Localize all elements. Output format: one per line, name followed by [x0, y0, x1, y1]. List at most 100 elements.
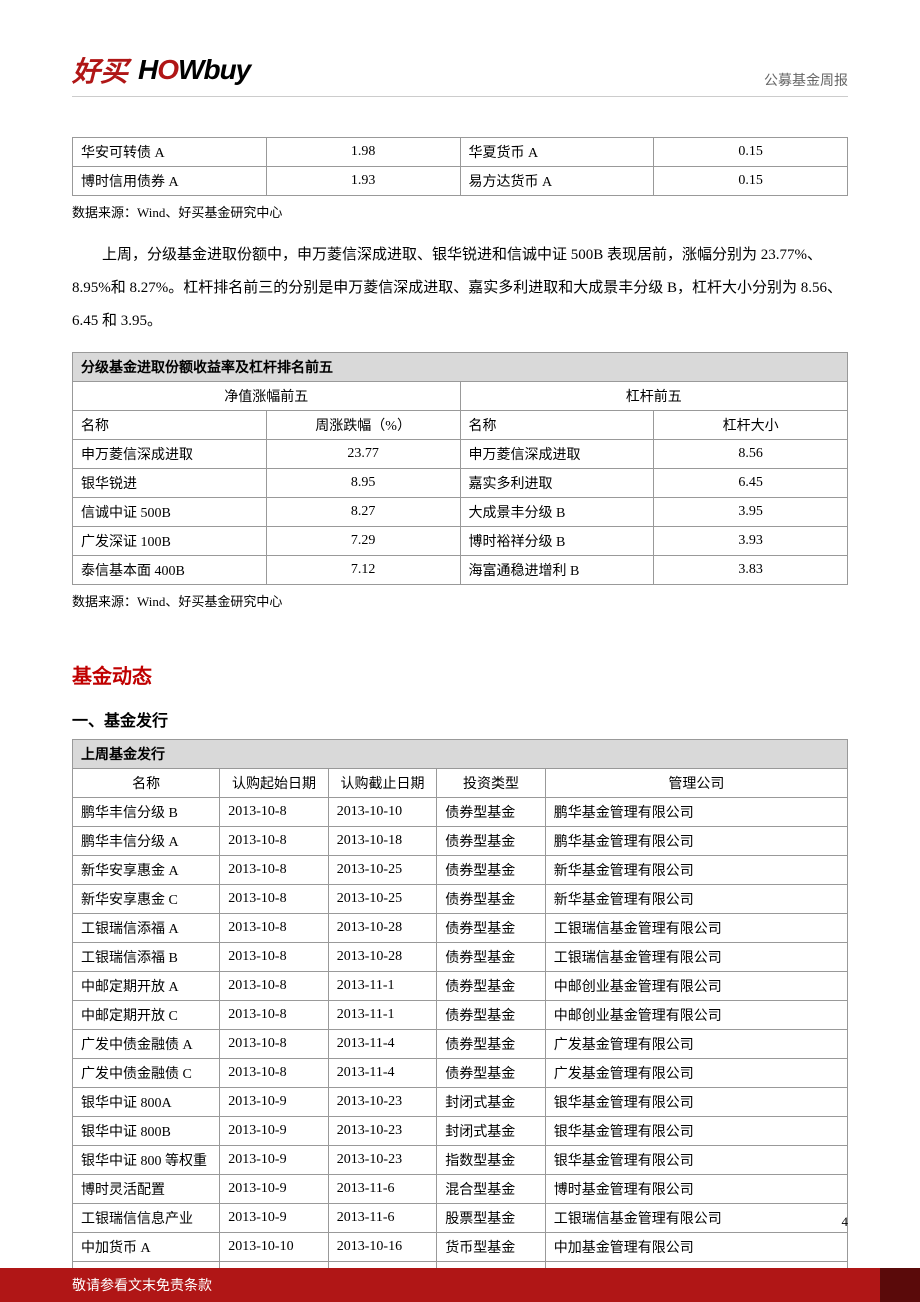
cell: 2013-10-23 [328, 1146, 437, 1175]
cell: 2013-10-25 [328, 856, 437, 885]
cell: 2013-10-28 [328, 943, 437, 972]
cell: 债券型基金 [437, 798, 546, 827]
cell: 2013-11-6 [328, 1204, 437, 1233]
table-row: 银华锐进 8.95 嘉实多利进取 6.45 [73, 469, 848, 498]
cell: 工银瑞信添福 A [73, 914, 220, 943]
issue-table: 上周基金发行 名称 认购起始日期 认购截止日期 投资类型 管理公司 鹏华丰信分级… [72, 739, 848, 1291]
cell: 2013-10-8 [220, 827, 329, 856]
cell: 2013-11-6 [328, 1175, 437, 1204]
table-row: 中邮定期开放 C 2013-10-8 2013-11-1 债券型基金 中邮创业基… [73, 1001, 848, 1030]
cell: 债券型基金 [437, 1030, 546, 1059]
table-row: 信诚中证 500B 8.27 大成景丰分级 B 3.95 [73, 498, 848, 527]
cell: 中邮创业基金管理有限公司 [545, 972, 847, 1001]
rank-group-left: 净值涨幅前五 [73, 382, 461, 411]
cell: 2013-11-4 [328, 1030, 437, 1059]
footer: 敬请参看文末免责条款 [0, 1268, 920, 1302]
cell: 1.93 [266, 167, 460, 196]
cell: 广发基金管理有限公司 [545, 1059, 847, 1088]
cell: 2013-10-8 [220, 856, 329, 885]
cell: 债券型基金 [437, 885, 546, 914]
cell: 工银瑞信信息产业 [73, 1204, 220, 1233]
issue-head-3: 认购截止日期 [328, 769, 437, 798]
rank-table: 分级基金进取份额收益率及杠杆排名前五 净值涨幅前五 杠杆前五 名称 周涨跌幅（%… [72, 352, 848, 585]
rank-table-title: 分级基金进取份额收益率及杠杆排名前五 [73, 353, 848, 382]
cell: 2013-10-8 [220, 885, 329, 914]
cell: 3.95 [654, 498, 848, 527]
cell: 2013-11-4 [328, 1059, 437, 1088]
cell: 新华安享惠金 A [73, 856, 220, 885]
cell: 债券型基金 [437, 914, 546, 943]
header-subtitle: 公募基金周报 [764, 70, 848, 90]
cell: 2013-10-10 [220, 1233, 329, 1262]
table-row: 中邮定期开放 A 2013-10-8 2013-11-1 债券型基金 中邮创业基… [73, 972, 848, 1001]
cell: 3.83 [654, 556, 848, 585]
cell: 银华基金管理有限公司 [545, 1088, 847, 1117]
cell: 中邮创业基金管理有限公司 [545, 1001, 847, 1030]
cell: 债券型基金 [437, 1001, 546, 1030]
table-row: 工银瑞信信息产业 2013-10-9 2013-11-6 股票型基金 工银瑞信基… [73, 1204, 848, 1233]
footer-accent [880, 1268, 920, 1302]
cell: 工银瑞信基金管理有限公司 [545, 1204, 847, 1233]
cell: 2013-10-16 [328, 1233, 437, 1262]
cell: 海富通稳进增利 B [460, 556, 654, 585]
data-source-1: 数据来源：Wind、好买基金研究中心 [72, 202, 848, 221]
cell: 鹏华丰信分级 A [73, 827, 220, 856]
cell: 2013-11-1 [328, 1001, 437, 1030]
cell: 银华中证 800A [73, 1088, 220, 1117]
cell: 博时裕祥分级 B [460, 527, 654, 556]
table-row: 广发深证 100B 7.29 博时裕祥分级 B 3.93 [73, 527, 848, 556]
cell: 债券型基金 [437, 943, 546, 972]
cell: 中加基金管理有限公司 [545, 1233, 847, 1262]
rank-head-4: 杠杆大小 [654, 411, 848, 440]
cell: 债券型基金 [437, 856, 546, 885]
cell: 3.93 [654, 527, 848, 556]
cell: 2013-10-8 [220, 1030, 329, 1059]
cell: 债券型基金 [437, 972, 546, 1001]
issue-head-1: 名称 [73, 769, 220, 798]
cell: 8.27 [266, 498, 460, 527]
cell: 1.98 [266, 138, 460, 167]
cell: 博时基金管理有限公司 [545, 1175, 847, 1204]
table-row: 新华安享惠金 C 2013-10-8 2013-10-25 债券型基金 新华基金… [73, 885, 848, 914]
data-source-2: 数据来源：Wind、好买基金研究中心 [72, 591, 848, 610]
cell: 工银瑞信添福 B [73, 943, 220, 972]
sub-title: 一、基金发行 [72, 707, 848, 731]
rank-group-right: 杠杆前五 [460, 382, 848, 411]
section-title: 基金动态 [72, 660, 848, 689]
cell: 8.56 [654, 440, 848, 469]
cell: 新华基金管理有限公司 [545, 885, 847, 914]
footer-text: 敬请参看文末免责条款 [0, 1268, 880, 1302]
cell: 2013-10-23 [328, 1117, 437, 1146]
cell: 鹏华丰信分级 B [73, 798, 220, 827]
issue-head-2: 认购起始日期 [220, 769, 329, 798]
table-row: 银华中证 800B 2013-10-9 2013-10-23 封闭式基金 银华基… [73, 1117, 848, 1146]
cell: 6.45 [654, 469, 848, 498]
cell: 信诚中证 500B [73, 498, 267, 527]
table-row: 申万菱信深成进取 23.77 申万菱信深成进取 8.56 [73, 440, 848, 469]
cell: 封闭式基金 [437, 1117, 546, 1146]
cell: 泰信基本面 400B [73, 556, 267, 585]
cell: 2013-10-28 [328, 914, 437, 943]
cell: 股票型基金 [437, 1204, 546, 1233]
cell: 广发中债金融债 C [73, 1059, 220, 1088]
cell: 工银瑞信基金管理有限公司 [545, 943, 847, 972]
cell: 7.12 [266, 556, 460, 585]
paragraph-1: 上周，分级基金进取份额中，申万菱信深成进取、银华锐进和信诚中证 500B 表现居… [72, 239, 848, 338]
table-row: 博时灵活配置 2013-10-9 2013-11-6 混合型基金 博时基金管理有… [73, 1175, 848, 1204]
cell: 银华中证 800 等权重 [73, 1146, 220, 1175]
cell: 2013-10-8 [220, 914, 329, 943]
table-row: 泰信基本面 400B 7.12 海富通稳进增利 B 3.83 [73, 556, 848, 585]
cell: 货币型基金 [437, 1233, 546, 1262]
cell: 华安可转债 A [73, 138, 267, 167]
table-row: 华安可转债 A 1.98 华夏货币 A 0.15 [73, 138, 848, 167]
cell: 申万菱信深成进取 [460, 440, 654, 469]
table-row: 中加货币 A 2013-10-10 2013-10-16 货币型基金 中加基金管… [73, 1233, 848, 1262]
cell: 封闭式基金 [437, 1088, 546, 1117]
cell: 新华安享惠金 C [73, 885, 220, 914]
cell: 嘉实多利进取 [460, 469, 654, 498]
cell: 2013-10-25 [328, 885, 437, 914]
cell: 2013-10-9 [220, 1175, 329, 1204]
cell: 广发中债金融债 A [73, 1030, 220, 1059]
table-row: 工银瑞信添福 B 2013-10-8 2013-10-28 债券型基金 工银瑞信… [73, 943, 848, 972]
cell: 银华基金管理有限公司 [545, 1146, 847, 1175]
